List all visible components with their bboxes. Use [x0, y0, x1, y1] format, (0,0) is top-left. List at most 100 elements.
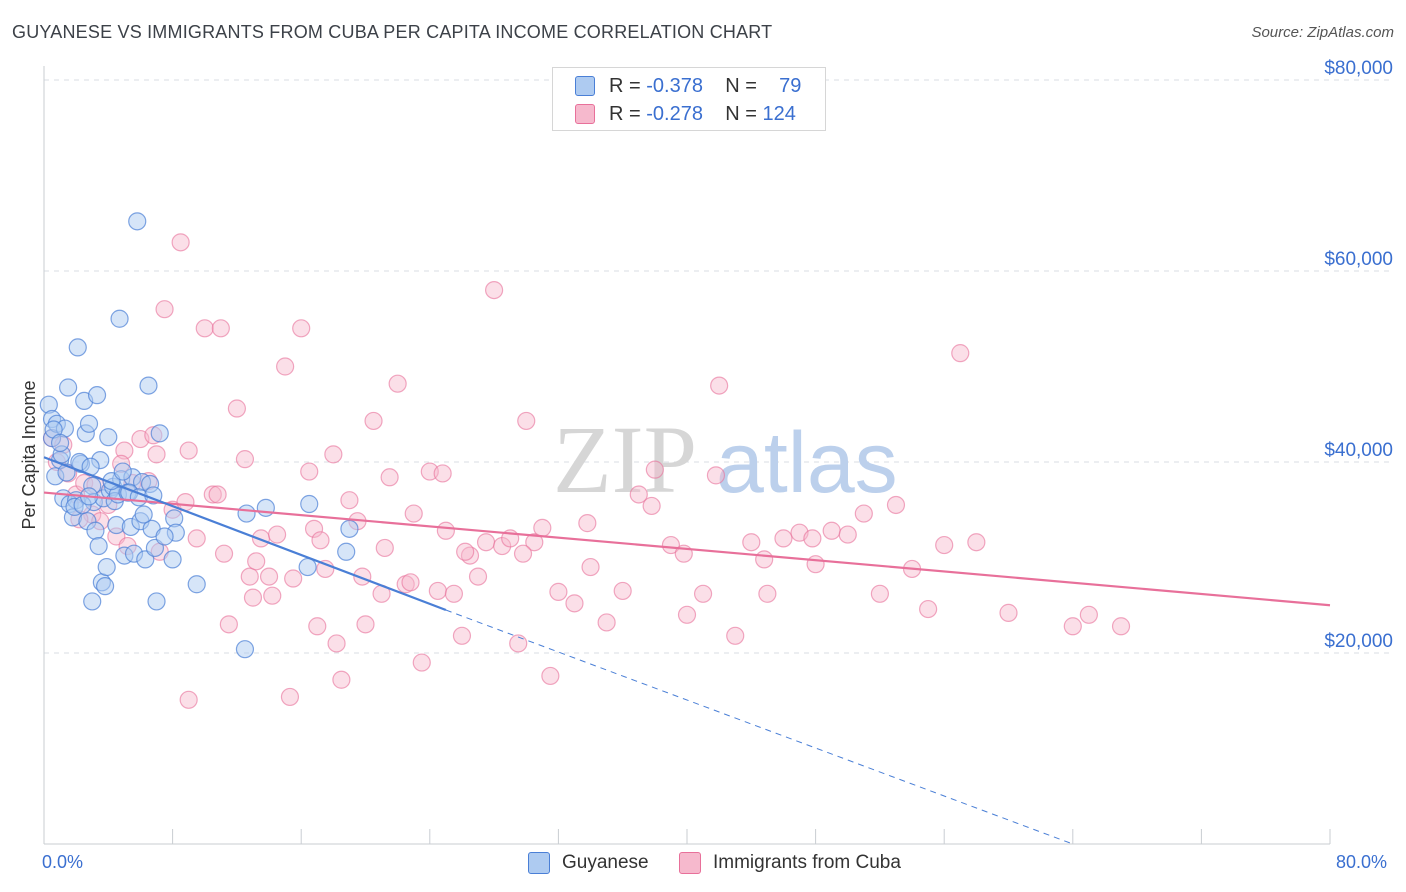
data-point-cuba [935, 535, 954, 555]
data-point-cuba [642, 496, 661, 516]
y-tick-label: $60,000 [1324, 249, 1393, 270]
data-point-cuba [304, 519, 324, 538]
data-point-cuba [171, 233, 190, 252]
data-point-cuba [375, 538, 394, 558]
data-point-guyanese [89, 536, 108, 556]
data-point-cuba [436, 521, 455, 540]
legend-r-label: R = [609, 74, 641, 97]
data-point-cuba [452, 626, 472, 645]
data-point-cuba [613, 581, 632, 601]
data-point-cuba [179, 690, 198, 709]
data-point-cuba [706, 466, 726, 485]
legend-swatch-pink [575, 104, 595, 124]
series-guyanese [39, 212, 359, 659]
data-point-cuba [677, 605, 697, 624]
data-point-cuba [581, 557, 600, 577]
y-axis-label: Per Capita Income [19, 380, 39, 529]
legend-n-label: N = [725, 102, 757, 125]
data-point-cuba [476, 533, 496, 552]
data-point-cuba [742, 533, 761, 552]
legend-swatch-pink [679, 852, 701, 874]
watermark-zip: ZIP [553, 406, 697, 513]
data-point-cuba [541, 666, 560, 686]
data-point-cuba [340, 491, 359, 510]
data-point-cuba [999, 603, 1018, 622]
data-point-cuba [517, 411, 536, 431]
data-point-cuba [292, 319, 311, 338]
data-point-guyanese [87, 386, 107, 405]
legend-item-guyanese[interactable]: Guyanese [528, 852, 649, 874]
data-point-cuba [726, 626, 745, 645]
data-point-cuba [533, 518, 552, 537]
data-point-cuba [758, 584, 777, 603]
data-point-cuba [597, 613, 616, 632]
data-point-guyanese [155, 527, 174, 546]
data-point-cuba [332, 670, 351, 689]
data-point-guyanese [50, 433, 70, 452]
data-point-cuba [578, 514, 597, 533]
y-tick-labels: $20,000 $40,000 $60,000 $80,000 [1324, 58, 1393, 652]
data-point-guyanese [235, 640, 255, 659]
data-point-guyanese [256, 498, 275, 517]
data-point-cuba [259, 567, 279, 586]
chart-title: GUYANESE VS IMMIGRANTS FROM CUBA PER CAP… [12, 22, 773, 42]
data-point-cuba [356, 615, 375, 634]
data-point-cuba [404, 504, 423, 523]
data-point-cuba [300, 462, 319, 481]
legend-r-label: R = [609, 102, 641, 125]
data-point-cuba [235, 450, 255, 469]
data-point-cuba [179, 441, 198, 460]
data-point-cuba [870, 584, 890, 603]
watermark-atlas: atlas [716, 415, 898, 511]
data-point-cuba [280, 687, 300, 707]
legend-label-guyanese: Guyanese [562, 852, 649, 873]
data-point-cuba [214, 544, 234, 563]
data-point-guyanese [134, 505, 153, 524]
data-point-cuba [629, 485, 648, 504]
trend-line-guyanese [43, 456, 447, 612]
data-point-cuba [468, 567, 488, 586]
data-point-guyanese [128, 212, 147, 231]
data-point-cuba [240, 567, 259, 586]
data-point-guyanese [95, 577, 115, 596]
legend-row-guyanese: R = -0.378 N = 79 [575, 71, 801, 101]
data-point-cuba [806, 555, 825, 574]
axes [43, 66, 1331, 845]
data-point-cuba [693, 584, 713, 603]
data-point-cuba [661, 535, 681, 555]
legend-swatch-blue [575, 76, 595, 96]
data-point-cuba [509, 634, 528, 653]
data-point-cuba [513, 544, 533, 563]
data-point-guyanese [68, 338, 87, 357]
data-point-cuba [311, 531, 330, 550]
data-point-cuba [388, 374, 407, 393]
data-point-guyanese [187, 575, 206, 594]
legend-item-cuba[interactable]: Immigrants from Cuba [679, 852, 901, 874]
data-point-cuba [364, 411, 383, 431]
y-tick-label: $20,000 [1324, 631, 1393, 652]
data-point-cuba [967, 533, 986, 552]
data-point-cuba [565, 594, 584, 613]
data-point-cuba [155, 300, 174, 319]
data-point-guyanese [237, 504, 256, 523]
data-point-cuba [803, 529, 822, 548]
data-point-cuba [284, 569, 303, 588]
data-point-cuba [1063, 617, 1082, 636]
data-point-cuba [219, 615, 238, 634]
data-point-cuba [444, 584, 464, 603]
data-point-guyanese [113, 462, 132, 481]
y-tick-label: $80,000 [1324, 58, 1393, 79]
legend-swatch-blue [528, 852, 550, 874]
data-point-guyanese [147, 592, 166, 611]
data-point-guyanese [99, 428, 118, 447]
data-point-cuba [951, 344, 970, 363]
data-point-cuba [412, 653, 431, 672]
legend-label-cuba: Immigrants from Cuba [713, 852, 901, 873]
data-point-guyanese [110, 309, 129, 328]
data-point-cuba [195, 319, 214, 338]
data-point-guyanese [86, 521, 105, 540]
legend-r-value: -0.378 [646, 74, 703, 97]
data-point-cuba [1079, 605, 1098, 624]
data-point-cuba [886, 495, 906, 515]
